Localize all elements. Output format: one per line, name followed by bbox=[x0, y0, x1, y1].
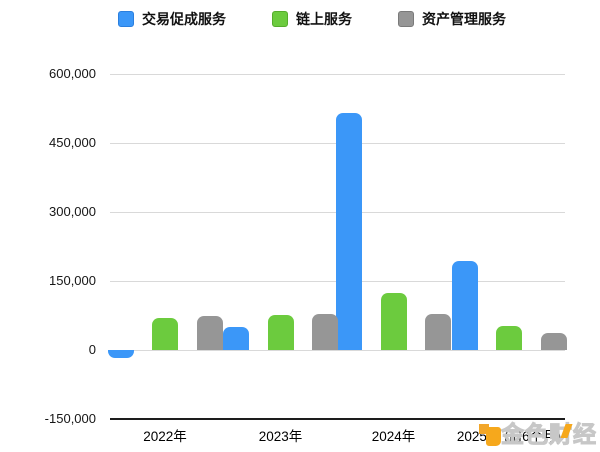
bar-green-2023 bbox=[267, 315, 294, 350]
x-tick-label: 2023年 bbox=[258, 429, 303, 444]
bar-green-2025 bbox=[496, 326, 522, 350]
bar-blue-2023 bbox=[223, 327, 249, 350]
jinse-logo-square-icon bbox=[479, 424, 489, 434]
bar-green-2024 bbox=[380, 292, 407, 350]
x-axis-line bbox=[110, 418, 565, 420]
bar-blue-2022 bbox=[107, 350, 134, 359]
legend-item-2: 链上服务 bbox=[272, 9, 352, 29]
y-tick-label: 0 bbox=[88, 342, 96, 357]
legend-label: 资产管理服务 bbox=[422, 11, 506, 27]
legend-swatch-icon bbox=[398, 11, 414, 27]
watermark-text: 金色财经 bbox=[501, 421, 597, 448]
gridline bbox=[110, 74, 565, 75]
bar-gray-2023 bbox=[312, 314, 338, 350]
watermark: 金色财经 bbox=[478, 420, 597, 448]
legend: 交易促成服务 链上服务 资产管理服务 bbox=[118, 9, 506, 29]
y-tick-label: -150,000 bbox=[44, 411, 96, 426]
jinse-logo-icon bbox=[478, 420, 504, 447]
x-tick-label: 2024年 bbox=[371, 429, 416, 444]
legend-label: 交易促成服务 bbox=[142, 11, 226, 27]
bar-gray-2024 bbox=[425, 314, 451, 350]
y-tick-label: 300,000 bbox=[49, 204, 96, 219]
gridline bbox=[110, 350, 565, 351]
legend-swatch-icon bbox=[118, 11, 134, 27]
bar-gray-2025 bbox=[540, 332, 567, 350]
x-tick-label: 2022年 bbox=[143, 429, 187, 444]
legend-swatch-icon bbox=[272, 11, 288, 27]
legend-item-3: 资产管理服务 bbox=[398, 9, 506, 29]
y-tick-label: 150,000 bbox=[49, 273, 96, 288]
y-tick-label: 600,000 bbox=[49, 66, 96, 81]
bar-green-2022 bbox=[152, 318, 178, 350]
bar-gray-2022 bbox=[196, 316, 223, 350]
jinse-logo-fold-icon bbox=[486, 427, 501, 446]
legend-label: 链上服务 bbox=[296, 11, 352, 27]
y-tick-label: 450,000 bbox=[49, 135, 96, 150]
bar-blue-2024 bbox=[336, 112, 362, 350]
legend-item-1: 交易促成服务 bbox=[118, 9, 226, 29]
bar-blue-2025 bbox=[451, 261, 478, 350]
